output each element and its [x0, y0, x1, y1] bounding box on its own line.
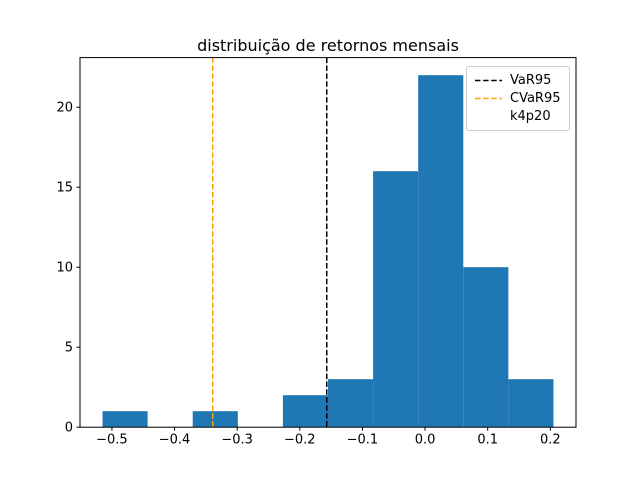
x-tick-label: −0.5	[96, 433, 128, 448]
histogram-bar	[463, 267, 509, 428]
x-tick-label: −0.2	[284, 433, 316, 448]
axes-frame	[79, 57, 577, 428]
histogram-bar	[282, 395, 328, 428]
legend-label-var95: VaR95	[510, 73, 552, 88]
empty-legend-handle	[475, 114, 502, 119]
y-tick-label: 5	[65, 341, 73, 356]
legend-item-cvar95: CVaR95	[475, 91, 561, 106]
x-tick-label: −0.3	[221, 433, 253, 448]
cvar95-dashed-line-icon	[475, 97, 502, 100]
legend-item-k4p20: k4p20	[475, 109, 561, 124]
x-tick-label: 0.2	[540, 433, 561, 448]
var95-dashed-line-icon	[475, 79, 502, 82]
x-tick-label: 0.0	[415, 433, 436, 448]
chart-title: distribuição de retornos mensais	[197, 36, 459, 55]
legend-label-cvar95: CVaR95	[510, 91, 561, 106]
histogram-bar	[373, 171, 419, 428]
y-tick-label: 10	[56, 261, 73, 276]
legend: VaR95 CVaR95 k4p20	[466, 66, 570, 131]
histogram-bar	[102, 411, 148, 428]
x-tick-label: −0.1	[347, 433, 379, 448]
y-tick-label: 15	[56, 181, 73, 196]
x-tick-label: 0.1	[477, 433, 498, 448]
legend-label-k4p20: k4p20	[510, 109, 551, 124]
x-tick-label: −0.4	[159, 433, 191, 448]
legend-item-var95: VaR95	[475, 73, 561, 88]
y-tick-label: 0	[65, 421, 73, 436]
histogram-bar	[192, 411, 238, 428]
y-tick-label: 20	[56, 101, 73, 116]
histogram-bar	[328, 379, 374, 428]
histogram-bar	[418, 75, 464, 428]
histogram-bar	[508, 379, 554, 428]
